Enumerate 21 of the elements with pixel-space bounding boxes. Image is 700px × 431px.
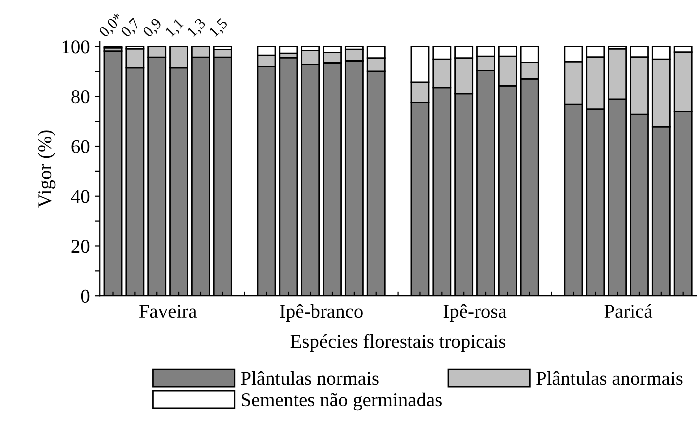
legend-label: Sementes não germinadas [242,392,442,411]
text: 0,9 [142,18,164,40]
y-tick-label: 0 [81,290,90,304]
text: 1,5 [208,18,230,39]
y-tick-label: 100 [62,40,90,54]
text: Ipê-rosa [444,304,507,322]
y-tick-label: 60 [72,140,90,154]
text: 0,7 [120,18,142,40]
y-axis-title: Vigor (%) [38,130,56,208]
x-axis-title: Espécies florestais tropicais [290,334,506,352]
text: Faveira [139,305,197,318]
legend-label: Plântulas anormais [536,371,683,386]
y-tick-label: 20 [72,240,90,254]
y-tick-label: 40 [71,190,90,204]
text: 1,3 [186,18,208,39]
legend-label: Plântulas normais [241,371,379,386]
y-tick-label: 80 [72,90,90,104]
text: Paricá [604,304,653,318]
text: 1,1 [165,18,186,39]
text: Ipê-branco [280,304,363,322]
bar [279,46,298,54]
